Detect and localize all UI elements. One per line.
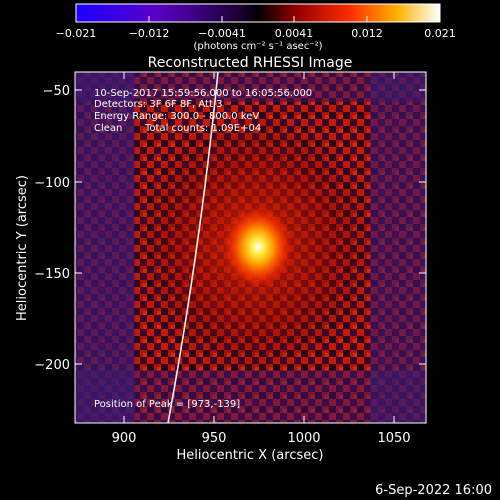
info-detectors: Detectors: 3F 6F 8F, Att 3 (94, 99, 222, 110)
info-peak-position: Position of Peak = [973,-139] (94, 399, 240, 410)
colorbar-tick: 0.021 (424, 27, 456, 40)
plot-title: Reconstructed RHESSI Image (148, 55, 353, 71)
solar-limb (167, 72, 219, 423)
info-time-range: 10-Sep-2017 15:59:56.000 to 16:05:56.000 (94, 88, 312, 99)
colorbar-tick: 0.012 (351, 27, 383, 40)
flare-source (224, 207, 292, 287)
colorbar-tick: −0.0041 (198, 27, 246, 40)
footer-date: 6-Sep-2022 16:00 (375, 483, 492, 498)
y-tick-label: −50 (43, 84, 70, 99)
x-axis-label: Heliocentric X (arcsec) (177, 448, 324, 463)
plot-frame (74, 71, 427, 424)
colorbar-unit-label: (photons cm⁻² s⁻¹ asec⁻²) (193, 41, 322, 52)
colorbar-tick: 0.0041 (275, 27, 314, 40)
x-tick-label: 950 (202, 431, 227, 446)
y-tick-label: −200 (34, 358, 70, 373)
y-tick-label: −150 (34, 267, 70, 282)
info-counts: Total counts: 1.09E+04 (144, 123, 261, 134)
info-clean: Clean (94, 123, 122, 134)
x-tick-label: 1050 (377, 431, 410, 446)
y-tick-label: −100 (34, 176, 70, 191)
x-tick-label: 1000 (287, 431, 320, 446)
colorbar-tick: −0.012 (129, 27, 170, 40)
x-tick-label: 900 (112, 431, 137, 446)
rhessi-image (75, 72, 426, 423)
colorbar-tick: −0.021 (56, 27, 97, 40)
info-energy: Energy Range: 300.0 - 800.0 keV (94, 111, 259, 122)
y-axis-label: Heliocentric Y (arcsec) (15, 175, 30, 321)
colorbar: −0.021 −0.012 −0.0041 0.0041 0.012 0.021… (56, 3, 456, 52)
